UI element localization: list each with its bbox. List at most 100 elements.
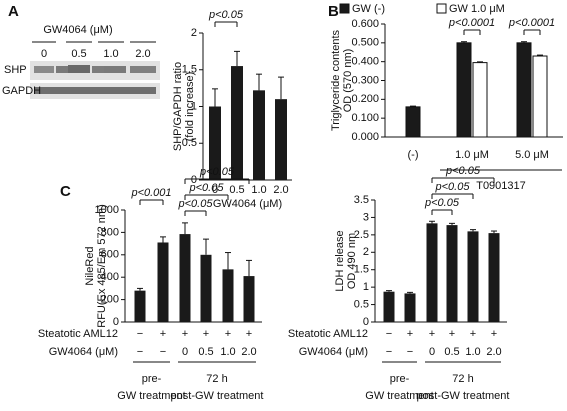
bar bbox=[532, 55, 548, 138]
blot-title: GW4064 (μM) bbox=[43, 24, 112, 36]
row-value: − bbox=[137, 346, 143, 358]
lane-label: 1.0 bbox=[103, 48, 118, 60]
x-tick-label: 1.0 μM bbox=[455, 149, 489, 161]
y-tick-label: 0.000 bbox=[351, 131, 379, 143]
y-axis-label: SHP/GAPDH ratio bbox=[172, 62, 184, 151]
y-axis-label: LDH release bbox=[334, 230, 346, 291]
group-label: T0901317 bbox=[476, 180, 526, 192]
y-tick-label: 0.400 bbox=[351, 56, 379, 68]
bar bbox=[134, 290, 146, 322]
bar bbox=[405, 106, 421, 138]
bar bbox=[200, 254, 212, 322]
annotation: p<0.05 bbox=[199, 166, 235, 178]
group-label: pre- bbox=[390, 373, 410, 385]
bar bbox=[472, 62, 488, 138]
y-tick-label: 1 bbox=[191, 100, 197, 112]
legend-label: GW 1.0 μM bbox=[449, 3, 505, 15]
y-tick-label: 0.500 bbox=[351, 37, 379, 49]
bar bbox=[179, 234, 191, 322]
row-label: GW4064 (μM) bbox=[299, 346, 368, 358]
x-tick-label: 0 bbox=[212, 184, 218, 196]
group-label: post-GW treatment bbox=[417, 390, 510, 402]
blot-image bbox=[30, 61, 160, 99]
y-tick-label: 3 bbox=[363, 211, 369, 223]
y-tick-label: 0.5 bbox=[354, 298, 369, 310]
row-value: 0.5 bbox=[198, 346, 213, 358]
bar bbox=[275, 99, 287, 180]
y-tick-label: 400 bbox=[101, 271, 119, 283]
row-value: + bbox=[246, 328, 252, 340]
annotation: p<0.05 bbox=[178, 198, 214, 210]
panel-label: A bbox=[8, 3, 19, 20]
row-label: Steatotic AML12 bbox=[38, 328, 118, 340]
y-axis-label: OD (570 nm) bbox=[342, 49, 354, 113]
x-tick-label: 0.5 bbox=[229, 184, 244, 196]
blot-row-label: GAPDH bbox=[2, 85, 41, 97]
bar bbox=[467, 231, 479, 322]
bar bbox=[231, 66, 243, 180]
legend-label: GW (-) bbox=[352, 3, 385, 15]
bar bbox=[383, 291, 395, 322]
y-tick-label: 1.5 bbox=[182, 64, 197, 76]
y-tick-label: 2 bbox=[191, 27, 197, 39]
row-value: − bbox=[407, 346, 413, 358]
annotation: p<0.05 bbox=[424, 197, 460, 209]
row-value: 0 bbox=[182, 346, 188, 358]
row-value: − bbox=[386, 328, 392, 340]
row-value: + bbox=[182, 328, 188, 340]
group-label: GW treatment bbox=[117, 390, 185, 402]
group-label: 72 h bbox=[452, 373, 473, 385]
bar bbox=[446, 225, 458, 322]
row-value: − bbox=[386, 346, 392, 358]
x-tick-label: 1.0 bbox=[251, 184, 266, 196]
bar bbox=[426, 223, 438, 322]
y-tick-label: 1000 bbox=[95, 204, 119, 216]
bar bbox=[253, 90, 265, 180]
group-label: GW treatment bbox=[365, 390, 433, 402]
y-tick-label: 0.300 bbox=[351, 74, 379, 86]
y-tick-label: 0.5 bbox=[182, 137, 197, 149]
annotation: p<0.05 bbox=[445, 165, 481, 177]
row-value: − bbox=[160, 346, 166, 358]
lane-label: 2.0 bbox=[135, 48, 150, 60]
group-label: post-GW treatment bbox=[171, 390, 264, 402]
row-value: + bbox=[160, 328, 166, 340]
x-tick-label: (-) bbox=[408, 149, 419, 161]
lane-label: 0 bbox=[41, 48, 47, 60]
y-axis-label: RFU(Ex 485/Em 572 nm) bbox=[96, 204, 108, 327]
legend-swatch bbox=[339, 3, 350, 14]
y-axis-label: NileRed bbox=[84, 246, 96, 285]
y-tick-label: 0.200 bbox=[351, 93, 379, 105]
x-tick-label: 5.0 μM bbox=[515, 149, 549, 161]
annotation: p<0.0001 bbox=[448, 17, 495, 29]
row-label: GW4064 (μM) bbox=[49, 346, 118, 358]
row-value: 2.0 bbox=[486, 346, 501, 358]
bar bbox=[157, 242, 169, 322]
bar bbox=[222, 269, 234, 322]
bar bbox=[516, 42, 532, 138]
y-tick-label: 3.5 bbox=[354, 194, 369, 206]
y-axis-label: OD 490 nm bbox=[346, 233, 358, 289]
annotation: p<0.05 bbox=[435, 181, 471, 193]
y-tick-label: 0 bbox=[191, 174, 197, 186]
row-value: 1.0 bbox=[465, 346, 480, 358]
y-tick-label: 800 bbox=[101, 226, 119, 238]
y-tick-label: 0 bbox=[363, 316, 369, 328]
row-value: + bbox=[225, 328, 231, 340]
annotation: p<0.001 bbox=[130, 187, 171, 199]
legend-swatch bbox=[436, 3, 447, 14]
row-value: + bbox=[429, 328, 435, 340]
bar bbox=[488, 233, 500, 322]
x-tick-label: 2.0 bbox=[273, 184, 288, 196]
panel-label: C bbox=[60, 183, 71, 200]
lane-label: 0.5 bbox=[71, 48, 86, 60]
y-tick-label: 0 bbox=[113, 316, 119, 328]
row-value: 0 bbox=[429, 346, 435, 358]
row-value: 2.0 bbox=[241, 346, 256, 358]
row-value: + bbox=[203, 328, 209, 340]
row-value: − bbox=[137, 328, 143, 340]
y-tick-label: 0.600 bbox=[351, 18, 379, 30]
row-value: 0.5 bbox=[444, 346, 459, 358]
annotation: p<0.0001 bbox=[508, 17, 555, 29]
panel-label: B bbox=[328, 3, 339, 20]
